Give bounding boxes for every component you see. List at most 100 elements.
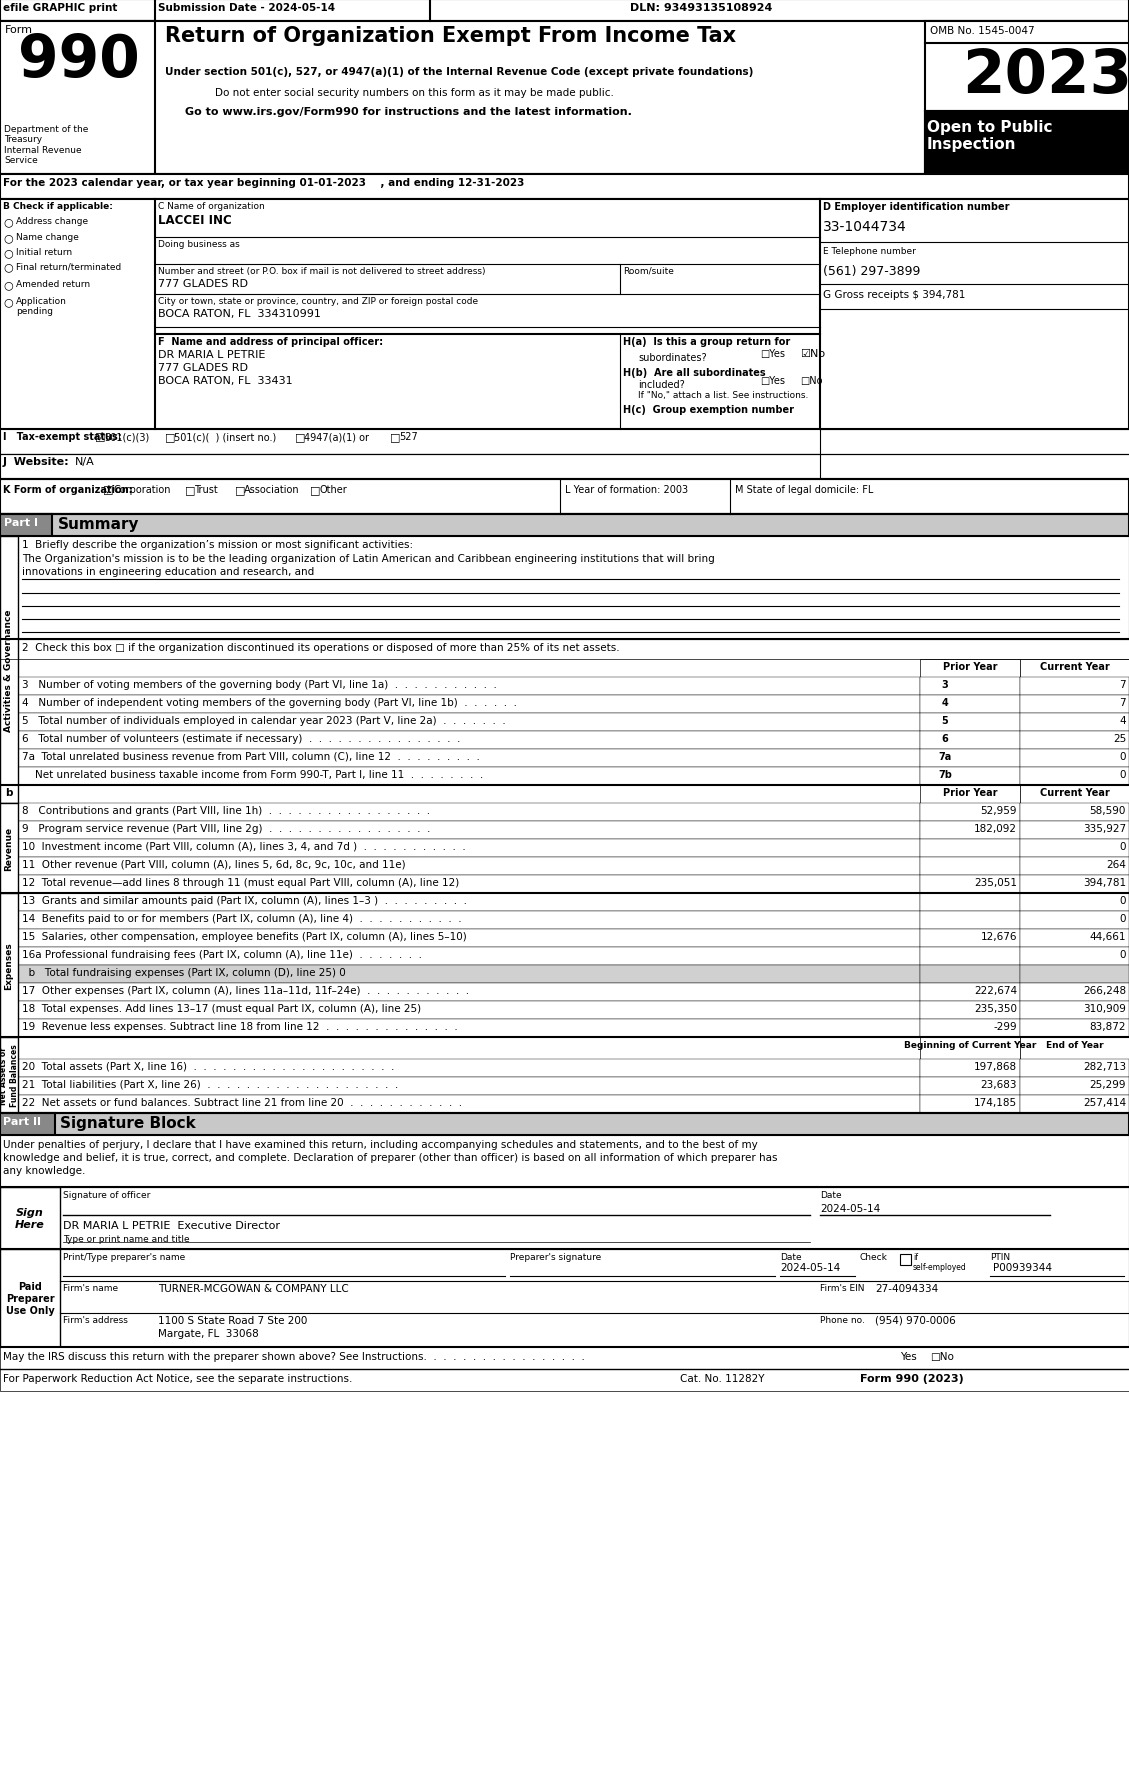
Bar xyxy=(0,804,18,893)
Text: 0: 0 xyxy=(1120,841,1126,852)
Text: Do not enter social security numbers on this form as it may be made public.: Do not enter social security numbers on … xyxy=(215,87,614,98)
Text: 58,590: 58,590 xyxy=(1089,805,1126,816)
Bar xyxy=(0,536,18,804)
Text: Submission Date - 2024-05-14: Submission Date - 2024-05-14 xyxy=(158,4,335,12)
Bar xyxy=(0,21,1129,175)
Bar xyxy=(920,875,1019,893)
Text: K Form of organization:: K Form of organization: xyxy=(3,485,132,495)
Bar xyxy=(18,1019,920,1037)
Text: Prior Year: Prior Year xyxy=(943,788,997,798)
Text: (954) 970-0006: (954) 970-0006 xyxy=(875,1315,956,1326)
Text: 25,299: 25,299 xyxy=(1089,1080,1126,1089)
Bar xyxy=(920,1078,1019,1096)
Bar xyxy=(18,1096,920,1114)
Text: 777 GLADES RD: 777 GLADES RD xyxy=(158,278,248,289)
Bar xyxy=(18,713,920,732)
Text: H(c)  Group exemption number: H(c) Group exemption number xyxy=(623,405,794,415)
Text: 9   Program service revenue (Part VIII, line 2g)  .  .  .  .  .  .  .  .  .  .  : 9 Program service revenue (Part VIII, li… xyxy=(21,823,430,834)
Bar xyxy=(0,1114,55,1135)
Text: Under section 501(c), 527, or 4947(a)(1) of the Internal Revenue Code (except pr: Under section 501(c), 527, or 4947(a)(1)… xyxy=(165,68,753,77)
Text: C Name of organization: C Name of organization xyxy=(158,201,264,210)
Text: included?: included? xyxy=(638,380,685,390)
Bar xyxy=(18,930,920,948)
Bar xyxy=(920,1001,1019,1019)
Text: Sign
Here: Sign Here xyxy=(15,1208,45,1230)
Text: 0: 0 xyxy=(1120,752,1126,761)
Bar xyxy=(0,536,1129,640)
Bar xyxy=(1019,875,1129,893)
Text: 0: 0 xyxy=(1120,896,1126,905)
Text: DLN: 93493135108924: DLN: 93493135108924 xyxy=(630,4,772,12)
Text: Phone no.: Phone no. xyxy=(820,1315,865,1324)
Text: Part II: Part II xyxy=(3,1116,41,1126)
Text: 13  Grants and similar amounts paid (Part IX, column (A), lines 1–3 )  .  .  .  : 13 Grants and similar amounts paid (Part… xyxy=(21,896,467,905)
Text: The Organization's mission is to be the leading organization of Latin American a: The Organization's mission is to be the … xyxy=(21,554,715,563)
Text: Yes: Yes xyxy=(900,1351,917,1361)
Text: Signature Block: Signature Block xyxy=(60,1116,195,1130)
Text: City or town, state or province, country, and ZIP or foreign postal code: City or town, state or province, country… xyxy=(158,298,478,307)
Bar xyxy=(1019,768,1129,786)
Text: 0: 0 xyxy=(1120,914,1126,923)
Text: 10  Investment income (Part VIII, column (A), lines 3, 4, and 7d )  .  .  .  .  : 10 Investment income (Part VIII, column … xyxy=(21,841,466,852)
Text: Beginning of Current Year: Beginning of Current Year xyxy=(904,1041,1036,1050)
Text: 4: 4 xyxy=(1119,716,1126,725)
Bar xyxy=(18,822,920,839)
Bar xyxy=(1019,893,1129,911)
Bar xyxy=(920,732,970,750)
Bar xyxy=(18,804,920,822)
Text: ☑: ☑ xyxy=(95,431,105,446)
Text: 7a  Total unrelated business revenue from Part VIII, column (C), line 12  .  .  : 7a Total unrelated business revenue from… xyxy=(21,752,480,761)
Text: BOCA RATON, FL  33431: BOCA RATON, FL 33431 xyxy=(158,376,292,385)
Text: 501(c)(3): 501(c)(3) xyxy=(104,431,149,442)
Bar xyxy=(1019,822,1129,839)
Text: M State of legal domicile: FL: M State of legal domicile: FL xyxy=(735,485,874,495)
Text: H(b)  Are all subordinates: H(b) Are all subordinates xyxy=(623,367,765,378)
Text: 990: 990 xyxy=(18,32,140,89)
Text: 4: 4 xyxy=(942,697,948,707)
Bar xyxy=(925,21,1129,175)
Bar xyxy=(920,750,970,768)
Bar xyxy=(1019,930,1129,948)
Text: 2024-05-14: 2024-05-14 xyxy=(820,1203,881,1214)
Text: 0: 0 xyxy=(1120,950,1126,959)
Bar xyxy=(1019,984,1129,1001)
Text: 266,248: 266,248 xyxy=(1083,985,1126,996)
Text: LACCEI INC: LACCEI INC xyxy=(158,214,231,226)
Text: 310,909: 310,909 xyxy=(1083,1003,1126,1014)
Bar xyxy=(920,659,1019,677)
Text: 19  Revenue less expenses. Subtract line 18 from line 12  .  .  .  .  .  .  .  .: 19 Revenue less expenses. Subtract line … xyxy=(21,1021,457,1032)
Text: 4   Number of independent voting members of the governing body (Part VI, line 1b: 4 Number of independent voting members o… xyxy=(21,697,517,707)
Text: 1100 S State Road 7 Ste 200: 1100 S State Road 7 Ste 200 xyxy=(158,1315,307,1326)
Text: 11  Other revenue (Part VIII, column (A), lines 5, 6d, 8c, 9c, 10c, and 11e): 11 Other revenue (Part VIII, column (A),… xyxy=(21,859,405,870)
Text: 33-1044734: 33-1044734 xyxy=(823,219,907,233)
Text: Form 990 (2023): Form 990 (2023) xyxy=(860,1374,964,1383)
Text: Corporation: Corporation xyxy=(113,485,170,495)
Text: Room/suite: Room/suite xyxy=(623,267,674,276)
Bar xyxy=(920,768,1019,786)
Text: 21  Total liabilities (Part X, line 26)  .  .  .  .  .  .  .  .  .  .  .  .  .  : 21 Total liabilities (Part X, line 26) .… xyxy=(21,1080,399,1089)
Text: ○: ○ xyxy=(3,233,12,242)
Bar xyxy=(18,1078,920,1096)
Text: 7a: 7a xyxy=(938,752,952,761)
Text: 257,414: 257,414 xyxy=(1083,1098,1126,1107)
Text: efile GRAPHIC print: efile GRAPHIC print xyxy=(3,4,117,12)
Bar xyxy=(920,804,1019,822)
Bar xyxy=(1019,1019,1129,1037)
Text: 335,927: 335,927 xyxy=(1083,823,1126,834)
Text: 7b: 7b xyxy=(938,770,952,779)
Text: Paid
Preparer
Use Only: Paid Preparer Use Only xyxy=(6,1281,54,1315)
Text: If "No," attach a list. See instructions.: If "No," attach a list. See instructions… xyxy=(638,390,808,399)
Text: 2024-05-14: 2024-05-14 xyxy=(780,1262,840,1272)
Text: 3: 3 xyxy=(942,679,948,690)
Bar xyxy=(920,713,970,732)
Bar xyxy=(0,1369,1129,1392)
Text: H(a)  Is this a group return for: H(a) Is this a group return for xyxy=(623,337,790,347)
Text: Other: Other xyxy=(320,485,347,495)
Bar xyxy=(0,429,820,454)
Text: □: □ xyxy=(390,431,401,442)
Bar xyxy=(900,1255,911,1265)
Text: 20  Total assets (Part X, line 16)  .  .  .  .  .  .  .  .  .  .  .  .  .  .  . : 20 Total assets (Part X, line 16) . . . … xyxy=(21,1062,394,1071)
Text: PTIN: PTIN xyxy=(990,1253,1010,1262)
Text: if
self-employed: if self-employed xyxy=(913,1253,966,1272)
Bar xyxy=(0,1347,1129,1369)
